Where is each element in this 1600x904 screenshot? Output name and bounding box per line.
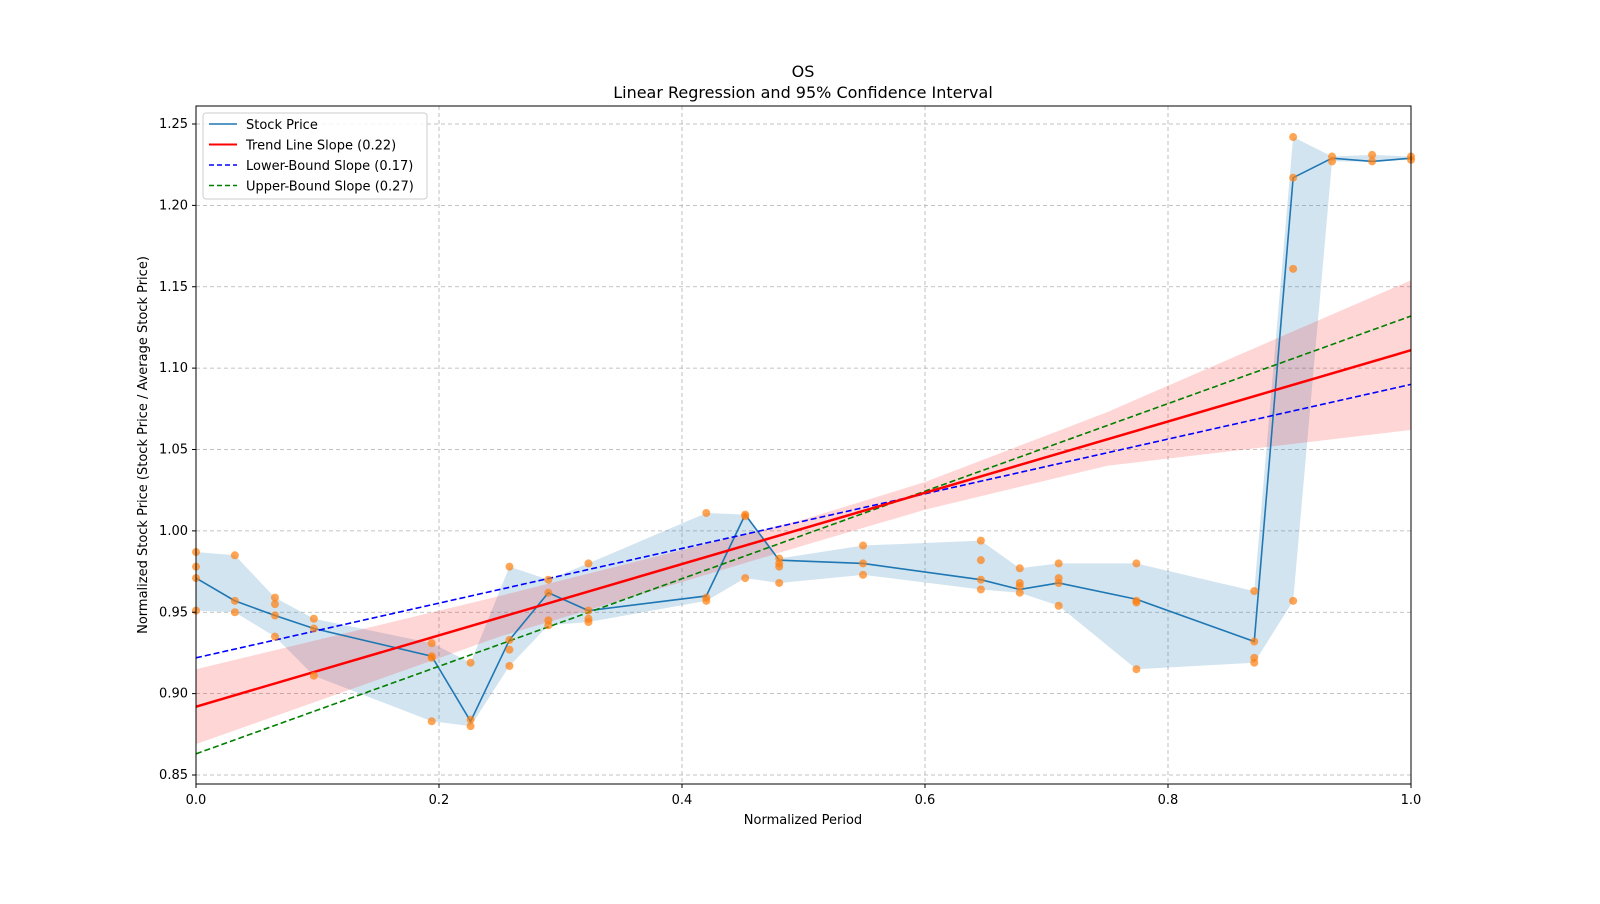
scatter-point	[1250, 587, 1259, 596]
scatter-point	[775, 562, 784, 571]
y-tick-label: 0.95	[159, 605, 188, 620]
x-tick-label: 0.0	[186, 793, 207, 808]
x-tick-label: 0.4	[672, 793, 693, 808]
ticks: 0.0 0.2 0.4 0.6 0.8 1.0 0.85 0.90 0.95 1.00 1.05 1.…	[159, 117, 1421, 808]
x-tick-label: 0.6	[915, 793, 936, 808]
scatter-point	[427, 717, 436, 726]
scatter-point	[1015, 588, 1024, 597]
lines	[195, 157, 1412, 755]
scatter-point	[976, 536, 985, 545]
y-tick-label: 1.05	[159, 443, 188, 458]
y-tick-label: 1.10	[159, 361, 188, 376]
scatter-point	[741, 512, 750, 521]
scatter-point	[1015, 564, 1024, 573]
scatter-point	[1054, 601, 1063, 610]
scatter-point	[976, 575, 985, 584]
chart-title: OS	[792, 62, 815, 81]
lower-bound-line	[195, 383, 1412, 659]
scatter-point	[775, 578, 784, 587]
y-axis-label: Normalized Stock Price (Stock Price / Av…	[136, 256, 151, 634]
trend-confidence-band	[196, 280, 1411, 745]
x-tick-label: 0.8	[1158, 793, 1179, 808]
scatter-point	[741, 574, 750, 583]
trend-line	[195, 349, 1412, 708]
scatter-point	[427, 639, 436, 648]
scatter-point	[466, 715, 475, 724]
legend-label: Upper-Bound Slope (0.27)	[246, 180, 414, 195]
scatter-point	[702, 508, 711, 517]
scatter-point	[544, 588, 553, 597]
scatter-point	[505, 635, 514, 644]
scatter-point	[1015, 582, 1024, 591]
scatter-point	[230, 608, 239, 617]
scatter-point	[859, 541, 868, 550]
scatter-point	[1132, 665, 1141, 674]
x-tick-label: 1.0	[1401, 793, 1422, 808]
scatter-point	[584, 559, 593, 568]
scatter-point	[544, 575, 553, 584]
scatter-point	[976, 585, 985, 594]
scatter-point	[544, 621, 553, 630]
scatter-point	[584, 618, 593, 627]
scatter-point	[859, 559, 868, 568]
scatter-point	[1132, 559, 1141, 568]
legend-box	[202, 112, 428, 200]
scatter-point	[1054, 578, 1063, 587]
scatter-point	[584, 606, 593, 615]
scatter-point	[270, 611, 279, 620]
scatter-point	[859, 570, 868, 579]
stock-price-band	[196, 137, 1411, 727]
scatter-point	[1368, 150, 1377, 159]
plot-frame	[195, 105, 1412, 785]
bands	[196, 137, 1411, 745]
scatter-point	[1250, 658, 1259, 667]
legend-label: Lower-Bound Slope (0.17)	[246, 159, 413, 174]
legend-label: Stock Price	[246, 118, 318, 133]
scatter-point	[230, 596, 239, 605]
legend: Stock Price Trend Line Slope (0.22) Lower-…	[202, 112, 428, 200]
scatter-point	[702, 596, 711, 605]
scatter-point	[309, 671, 318, 680]
y-tick-label: 1.25	[159, 117, 188, 132]
scatter-point	[270, 600, 279, 609]
scatter-point	[466, 658, 475, 667]
scatter-point	[1328, 157, 1337, 166]
x-tick-label: 0.2	[429, 793, 450, 808]
scatter-point	[270, 593, 279, 602]
scatter-point	[505, 562, 514, 571]
chart-subtitle: Linear Regression and 95% Confidence Int…	[613, 83, 993, 102]
scatter-point	[505, 661, 514, 670]
stock-price-line	[195, 157, 1412, 723]
y-tick-label: 1.00	[159, 524, 188, 539]
y-tick-label: 1.15	[159, 280, 188, 295]
y-tick-label: 0.90	[159, 687, 188, 702]
scatter-point	[270, 632, 279, 641]
scatter-point	[309, 624, 318, 633]
y-tick-label: 0.85	[159, 768, 188, 783]
scatter-point	[1368, 157, 1377, 166]
scatter-point	[505, 645, 514, 654]
y-tick-label: 1.20	[159, 198, 188, 213]
scatter-point	[1289, 596, 1298, 605]
scatter-point	[230, 551, 239, 560]
scatter-point	[1054, 559, 1063, 568]
scatter-points	[192, 133, 1415, 731]
scatter-point	[1289, 173, 1298, 182]
scatter-point	[1289, 264, 1298, 273]
upper-bound-line	[195, 315, 1412, 755]
scatter-point	[1250, 637, 1259, 646]
scatter-point	[309, 614, 318, 623]
scatter-point	[427, 653, 436, 662]
scatter-point	[466, 722, 475, 731]
x-axis-label: Normalized Period	[744, 813, 862, 828]
legend-label: Trend Line Slope (0.22)	[245, 139, 396, 154]
scatter-point	[1289, 133, 1298, 142]
scatter-point	[1132, 598, 1141, 607]
scatter-point	[976, 556, 985, 565]
